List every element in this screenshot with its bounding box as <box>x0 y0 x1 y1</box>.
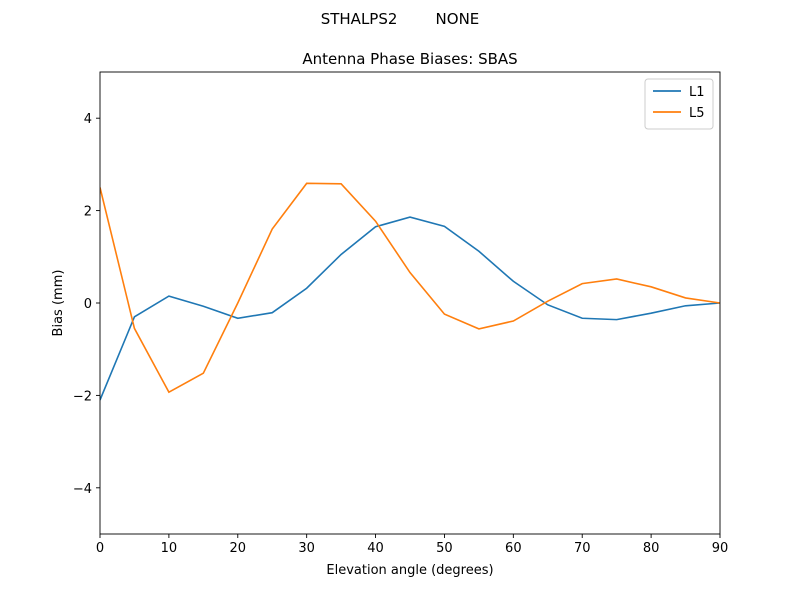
x-axis-label: Elevation angle (degrees) <box>326 563 493 578</box>
y-tick-label: 0 <box>84 297 92 312</box>
x-tick-label: 0 <box>96 541 104 556</box>
x-tick-label: 50 <box>436 541 453 556</box>
figure-suptitle: STHALPS2 NONE <box>321 10 480 28</box>
y-tick-label: −4 <box>73 482 92 497</box>
series-line-l1 <box>100 216 720 401</box>
legend-label-l5: L5 <box>689 106 705 121</box>
y-tick-label: −2 <box>73 389 92 404</box>
x-tick-label: 90 <box>712 541 729 556</box>
y-tick-label: 4 <box>84 112 92 127</box>
y-tick-label: 2 <box>84 205 92 220</box>
chart-title: Antenna Phase Biases: SBAS <box>302 50 517 68</box>
x-tick-label: 10 <box>161 541 178 556</box>
plot-area: 0 10 20 30 40 50 60 70 80 90 −4 −2 0 2 4 L1 L5 <box>73 71 729 556</box>
x-tick-label: 30 <box>298 541 315 556</box>
x-tick-label: 80 <box>643 541 660 556</box>
x-tick-label: 40 <box>367 541 384 556</box>
x-tick-label: 70 <box>574 541 591 556</box>
y-axis-label: Bias (mm) <box>51 270 66 337</box>
legend-label-l1: L1 <box>689 85 705 100</box>
series-line-l5 <box>100 182 720 394</box>
x-tick-label: 20 <box>230 541 247 556</box>
x-tick-label: 60 <box>505 541 522 556</box>
